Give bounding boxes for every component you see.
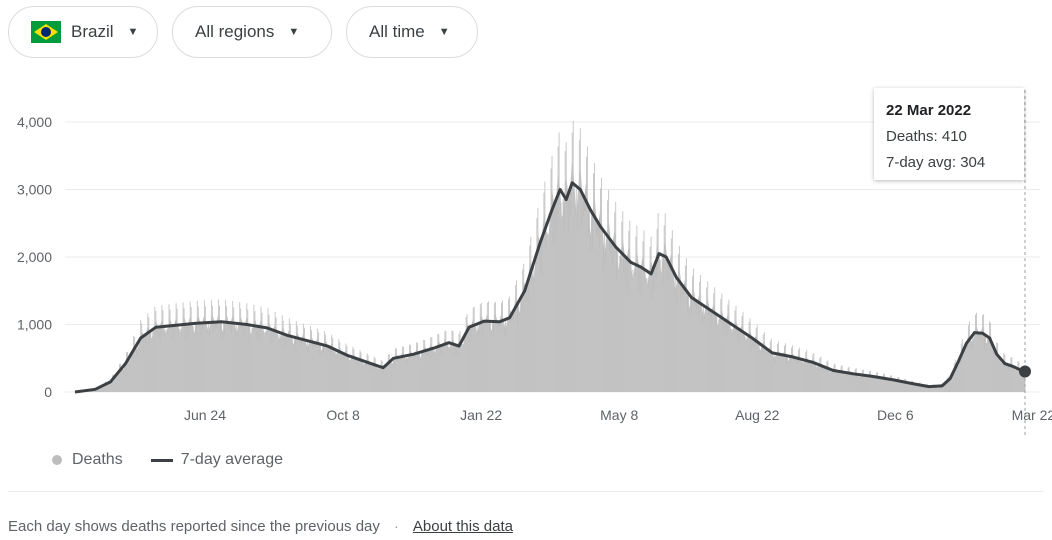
time-range-dropdown[interactable]: All time ▼ [346,6,478,58]
y-tick-label: 3,000 [17,182,52,198]
chart-tooltip: 22 Mar 2022 Deaths: 410 7-day avg: 304 [874,88,1024,180]
tooltip-deaths: Deaths: 410 [886,128,967,145]
country-label: Brazil [71,22,114,41]
region-label: All regions [195,22,275,41]
deaths-chart[interactable]: 0 1,000 2,000 3,000 4,000 Jun 24 Oct 8 Jan 22 Ma… [0,90,1052,440]
avg-legend-swatch [150,458,173,462]
country-dropdown[interactable]: Brazil ▼ [8,6,158,58]
tooltip-avg: 7-day avg: 304 [886,154,986,171]
region-dropdown[interactable]: All regions ▼ [172,6,332,58]
chevron-down-icon: ▼ [438,26,450,38]
brazil-flag-icon [31,21,61,43]
x-tick-label: Aug 22 [735,407,780,423]
y-tick-label: 1,000 [17,317,52,333]
x-tick-label: Jun 24 [184,407,226,423]
about-data-link[interactable]: About this data [412,518,513,535]
legend-avg: 7-day average [180,451,283,468]
x-tick-label: Dec 6 [877,407,914,423]
tooltip-date: 22 Mar 2022 [886,102,972,119]
seven-day-average-line [74,181,1026,394]
footer-note: Each day shows deaths reported since the… [8,518,380,535]
deaths-legend-swatch [52,455,62,465]
chart-legend: Deaths 7-day average [52,451,283,469]
y-tick-label: 2,000 [17,249,52,265]
x-tick-label: Mar 22 [1012,407,1052,423]
tooltip-point [1019,365,1031,378]
legend-deaths: Deaths [72,451,123,468]
filter-bar: Brazil ▼ All regions ▼ All time ▼ [8,6,478,58]
footer-separator: · [393,518,399,535]
y-tick-label: 0 [44,384,52,400]
y-tick-label: 4,000 [17,114,52,130]
x-tick-label: Oct 8 [326,407,360,423]
x-tick-label: May 8 [600,407,638,423]
chevron-down-icon: ▼ [127,26,139,38]
divider [8,491,1044,492]
chevron-down-icon: ▼ [288,26,300,38]
x-tick-label: Jan 22 [460,407,502,423]
footer: Each day shows deaths reported since the… [8,518,513,535]
time-label: All time [369,22,425,41]
